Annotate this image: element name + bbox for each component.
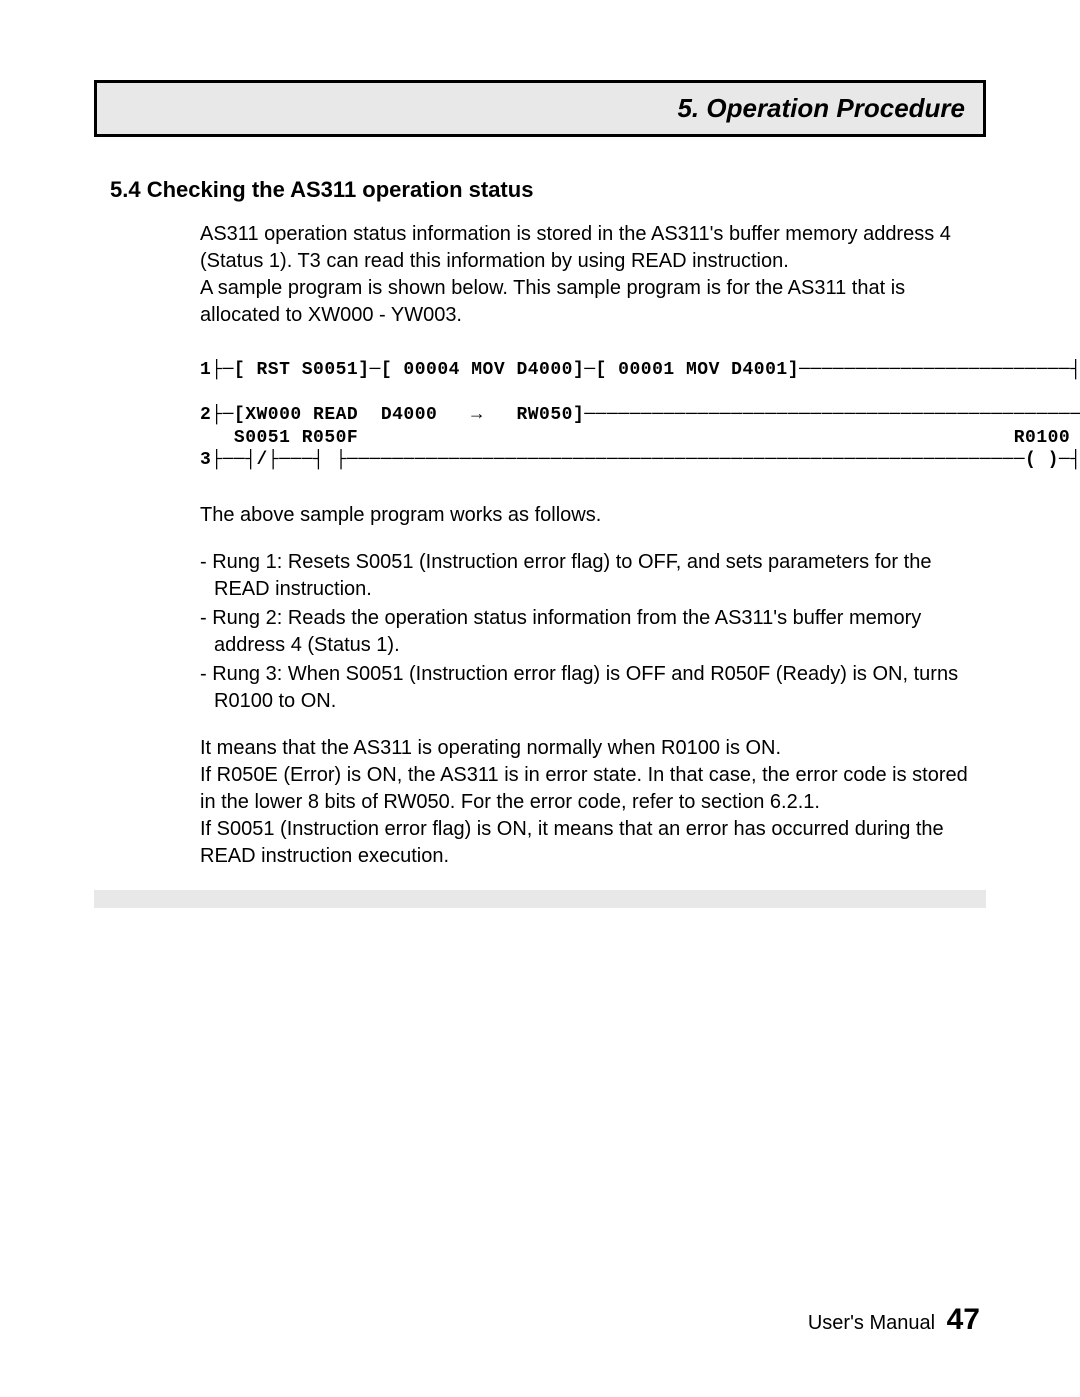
ladder-rung-2: 2├─[XW000 READ D4000 → RW050]───────────… — [200, 404, 970, 427]
page-footer: User's Manual 47 — [808, 1303, 980, 1337]
rung-item-1: - Rung 1: Resets S0051 (Instruction erro… — [200, 549, 970, 603]
rung-item-3: - Rung 3: When S0051 (Instruction error … — [200, 661, 970, 715]
explain-paragraph: It means that the AS311 is operating nor… — [200, 735, 970, 870]
page-number: 47 — [947, 1303, 980, 1336]
intro-paragraph: AS311 operation status information is st… — [200, 221, 970, 329]
works-as-paragraph: The above sample program works as follow… — [200, 502, 970, 529]
separator-bar — [94, 890, 986, 908]
ladder-rung-3-labels: S0051 R050F R0100 — [200, 427, 970, 450]
footer-label: User's Manual — [808, 1312, 935, 1334]
page: 5. Operation Procedure 5.4 Checking the … — [0, 0, 1080, 1397]
chapter-header-box: 5. Operation Procedure — [94, 80, 986, 137]
ladder-diagram: 1├─[ RST S0051]─[ 00004 MOV D4000]─[ 000… — [200, 359, 970, 472]
ladder-rung-1: 1├─[ RST S0051]─[ 00004 MOV D4000]─[ 000… — [200, 359, 970, 382]
rung-item-2: - Rung 2: Reads the operation status inf… — [200, 605, 970, 659]
section-title: 5.4 Checking the AS311 operation status — [110, 177, 980, 203]
ladder-rung-3: 3├──┤/├───┤ ├───────────────────────────… — [200, 449, 970, 472]
ladder-blank — [200, 382, 970, 405]
rung-explanations: - Rung 1: Resets S0051 (Instruction erro… — [200, 549, 970, 715]
chapter-title: 5. Operation Procedure — [677, 93, 965, 123]
